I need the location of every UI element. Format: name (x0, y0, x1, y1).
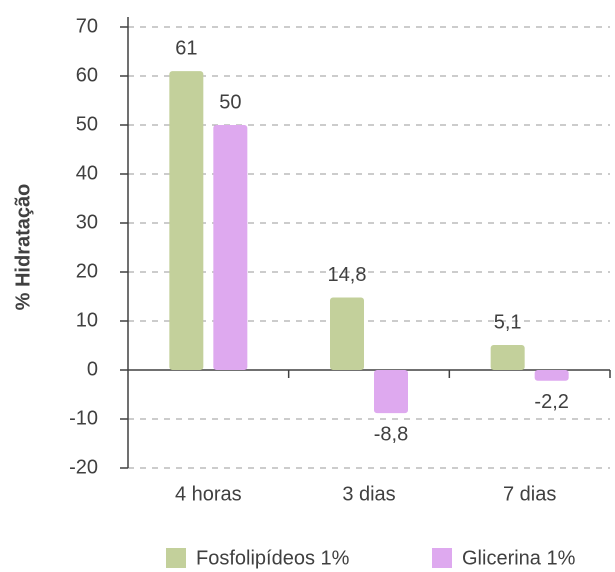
y-tick-label: 10 (76, 309, 98, 331)
bar (374, 370, 408, 414)
y-axis-label: % Hidratação (12, 184, 34, 311)
value-label: 5,1 (494, 311, 522, 333)
x-tick-label: 4 horas (175, 483, 242, 505)
y-tick-label: -20 (69, 456, 98, 478)
legend-swatch (166, 548, 186, 568)
y-tick-label: 30 (76, 211, 98, 233)
value-label: 14,8 (328, 264, 367, 286)
value-label: 50 (219, 91, 241, 113)
y-tick-label: 60 (76, 64, 98, 86)
bar (490, 345, 525, 370)
bar (534, 370, 569, 381)
bar (169, 71, 204, 370)
y-tick-label: 50 (76, 113, 98, 135)
legend-swatch (432, 548, 452, 568)
bar (213, 125, 248, 370)
x-tick-label: 7 dias (503, 483, 556, 505)
value-label: -2,2 (534, 391, 568, 413)
value-label: 61 (175, 37, 197, 59)
y-tick-label: 70 (76, 15, 98, 37)
legend-label: Fosfolipídeos 1% (196, 547, 350, 569)
y-tick-label: 20 (76, 260, 98, 282)
value-label: -8,8 (374, 423, 408, 445)
legend-label: Glicerina 1% (462, 547, 576, 569)
bar (330, 297, 364, 370)
y-tick-label: -10 (69, 407, 98, 429)
y-tick-label: 40 (76, 162, 98, 184)
y-tick-label: 0 (87, 358, 98, 380)
x-tick-label: 3 dias (342, 483, 395, 505)
